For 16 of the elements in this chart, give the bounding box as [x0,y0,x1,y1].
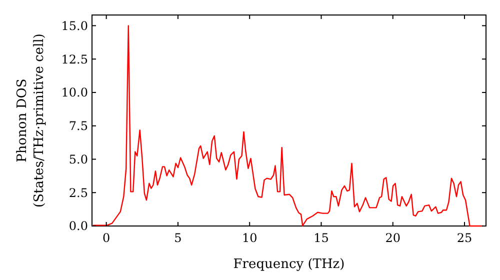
y-tick-label: 10.0 [61,86,88,100]
y-tick-label: 7.5 [68,119,88,134]
x-tick-label: 20 [385,231,401,245]
y-tick-label: 5.0 [68,152,88,166]
x-tick-label: 5 [174,231,182,245]
x-axis-title: Frequency (THz) [233,257,345,272]
y-tick-label: 15.0 [61,18,88,33]
x-tick-label: 10 [242,231,258,245]
y-axis-title: Phonon DOS (States/THz·primitive cell) [15,33,47,208]
line-series [92,25,484,227]
y-tick-label: 0.0 [68,219,88,234]
x-tick-label: 0 [102,231,110,245]
x-tick-label: 25 [456,231,472,245]
y-tick-label: 2.5 [68,186,88,200]
y-tick-label: 12.5 [61,52,88,66]
x-tick-label: 15 [314,231,329,245]
